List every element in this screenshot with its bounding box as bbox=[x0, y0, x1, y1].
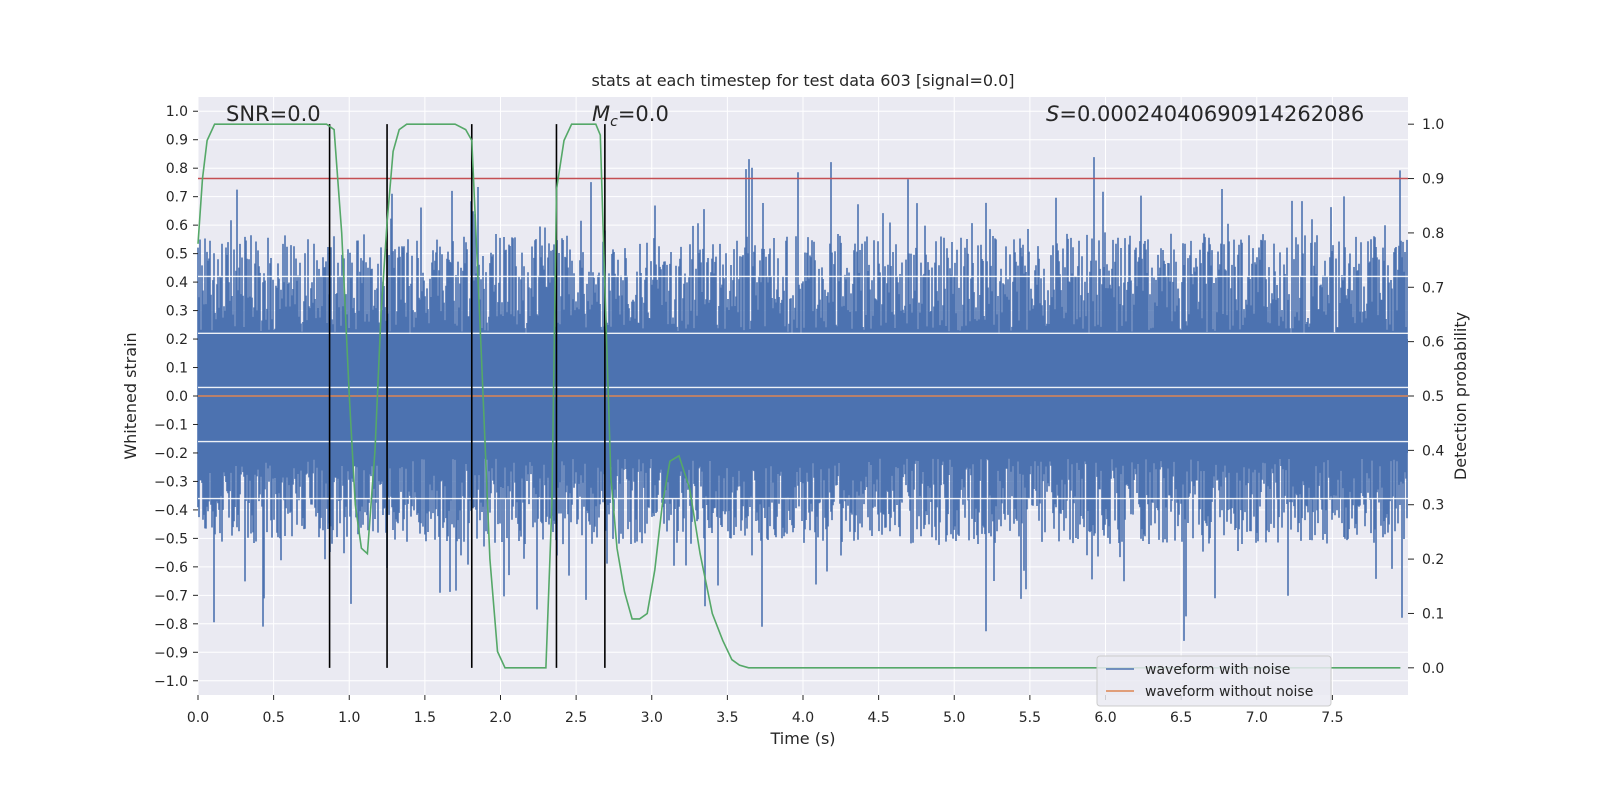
left-tick-label: −0.3 bbox=[154, 474, 188, 490]
x-tick-label: 6.5 bbox=[1170, 710, 1192, 726]
x-tick-label: 0.5 bbox=[262, 710, 284, 726]
s-symbol: S bbox=[1046, 102, 1059, 126]
left-tick-label: 0.2 bbox=[166, 332, 188, 348]
x-tick-label: 1.5 bbox=[414, 710, 436, 726]
left-tick-label: −0.2 bbox=[154, 446, 188, 462]
x-tick-label: 4.0 bbox=[792, 710, 814, 726]
left-tick-label: 0.3 bbox=[166, 304, 188, 320]
left-tick-label: −1.0 bbox=[154, 674, 188, 690]
s-annotation: S=0.00024040690914262086 bbox=[1046, 102, 1364, 126]
left-tick-label: −0.4 bbox=[154, 503, 188, 519]
x-axis-label: Time (s) bbox=[769, 729, 835, 748]
x-tick-label: 2.0 bbox=[489, 710, 511, 726]
x-tick-label: 2.5 bbox=[565, 710, 587, 726]
x-tick-label: 1.0 bbox=[338, 710, 360, 726]
right-tick-label: 0.5 bbox=[1422, 389, 1444, 405]
right-tick-label: 0.2 bbox=[1422, 552, 1444, 568]
x-tick-label: 5.5 bbox=[1019, 710, 1041, 726]
chirp-mass-value: =0.0 bbox=[618, 102, 669, 126]
right-tick-label: 0.9 bbox=[1422, 172, 1444, 188]
x-tick-label: 3.0 bbox=[641, 710, 663, 726]
x-tick-label: 7.0 bbox=[1246, 710, 1268, 726]
chirp-mass-symbol: M bbox=[592, 102, 610, 126]
x-tick-label: 4.5 bbox=[867, 710, 889, 726]
right-tick-label: 0.3 bbox=[1422, 498, 1444, 514]
left-tick-label: 0.4 bbox=[166, 275, 188, 291]
left-tick-label: 0.8 bbox=[166, 161, 188, 177]
right-tick-label: 1.0 bbox=[1422, 117, 1444, 133]
right-tick-label: 0.8 bbox=[1422, 226, 1444, 242]
left-tick-label: 0.1 bbox=[166, 361, 188, 377]
right-tick-label: 0.4 bbox=[1422, 443, 1444, 459]
left-tick-label: 0.7 bbox=[166, 190, 188, 206]
left-tick-label: −0.9 bbox=[154, 645, 188, 661]
left-y-axis-label: Whitened strain bbox=[121, 332, 140, 459]
legend-box bbox=[1096, 655, 1332, 707]
right-tick-label: 0.6 bbox=[1422, 335, 1444, 351]
x-tick-label: 0.0 bbox=[187, 710, 209, 726]
x-tick-label: 7.5 bbox=[1321, 710, 1343, 726]
left-tick-label: −0.6 bbox=[154, 560, 188, 576]
left-tick-label: −0.5 bbox=[154, 531, 188, 547]
chirp-mass-subscript: c bbox=[610, 114, 618, 130]
left-tick-label: 0.6 bbox=[166, 218, 188, 234]
s-value: =0.00024040690914262086 bbox=[1059, 102, 1364, 126]
snr-annotation: SNR=0.0 bbox=[226, 102, 321, 126]
left-tick-label: −0.8 bbox=[154, 617, 188, 633]
right-tick-label: 0.7 bbox=[1422, 280, 1444, 296]
x-tick-label: 5.0 bbox=[943, 710, 965, 726]
left-tick-label: −0.1 bbox=[154, 417, 188, 433]
right-tick-label: 0.1 bbox=[1422, 606, 1444, 622]
left-tick-label: −0.7 bbox=[154, 588, 188, 604]
right-y-axis-ticks: 1.0 0.9 0.8 0.7 0.6 0.5 0.4 0.3 0.2 0.1 0.0 bbox=[1408, 117, 1444, 677]
legend: waveform with noise waveform without noi… bbox=[1096, 655, 1332, 707]
left-tick-label: 0.9 bbox=[166, 133, 188, 149]
legend-label-clean: waveform without noise bbox=[1145, 684, 1313, 700]
right-y-axis-label: Detection probability bbox=[1451, 312, 1470, 480]
x-tick-label: 3.5 bbox=[716, 710, 738, 726]
left-tick-label: 0.5 bbox=[166, 247, 188, 263]
x-tick-label: 6.0 bbox=[1094, 710, 1116, 726]
detection-probability-line bbox=[197, 123, 1401, 669]
chart-title: stats at each timestep for test data 603… bbox=[591, 71, 1014, 90]
chirp-mass-annotation: Mc=0.0 bbox=[592, 102, 669, 130]
right-tick-label: 0.0 bbox=[1422, 661, 1444, 677]
left-y-axis-ticks: 1.0 0.9 0.8 0.7 0.6 0.5 0.4 0.3 0.2 0.1 0.0 −0.1 −0.… bbox=[154, 104, 198, 690]
left-tick-label: 1.0 bbox=[166, 104, 188, 120]
left-tick-label: 0.0 bbox=[166, 389, 188, 405]
legend-label-noise: waveform with noise bbox=[1145, 662, 1290, 678]
